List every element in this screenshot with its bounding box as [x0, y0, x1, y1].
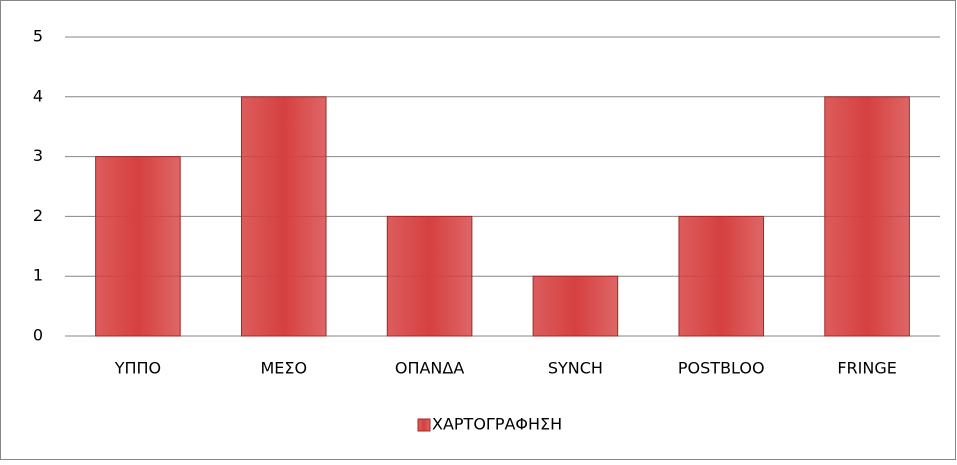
x-tick-label: ΟΠΑΝΔΑ	[395, 359, 464, 378]
legend-swatch	[417, 418, 431, 432]
bar	[678, 215, 765, 337]
bar	[824, 96, 910, 337]
bar	[386, 215, 473, 337]
x-tick-label: ΥΠΠΟ	[114, 359, 161, 378]
y-tick-label: 2	[33, 206, 43, 225]
y-tick-label: 3	[33, 146, 43, 165]
x-tick-label: POSTBLOO	[678, 359, 765, 378]
y-tick-label: 0	[33, 326, 43, 345]
y-tick-label: 1	[33, 266, 43, 285]
y-tick-label: 4	[33, 86, 43, 105]
x-tick-label: ΜΕΣΟ	[260, 359, 307, 378]
legend-label: ΧΑΡΤΟΓΡΑΦΗΣΗ	[432, 415, 562, 434]
bar	[240, 96, 327, 337]
x-tick-label: SYNCH	[548, 359, 603, 378]
bar	[95, 156, 181, 337]
bar	[532, 275, 619, 337]
x-tick-label: FRINGE	[837, 359, 897, 378]
y-tick-label: 5	[33, 27, 43, 46]
